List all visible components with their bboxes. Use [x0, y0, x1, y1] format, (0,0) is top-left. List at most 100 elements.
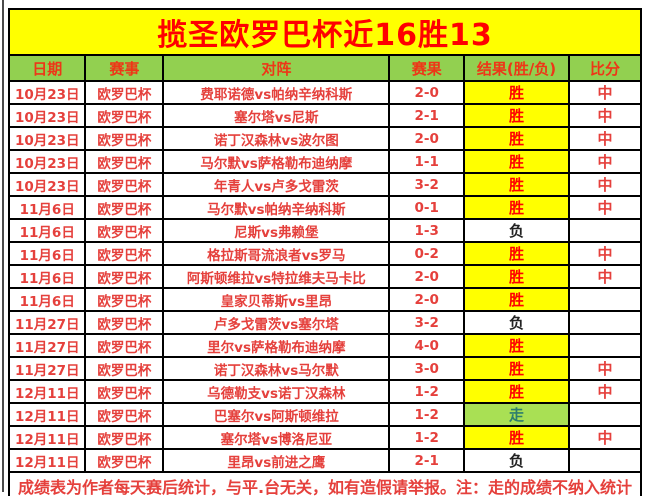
league-cell: 欧罗巴杯: [84, 80, 165, 105]
date-cell: 10月23日: [7, 172, 87, 197]
table-row: 11月6日 欧罗巴杯 马尔默vs帕纳辛纳科斯 0-1 胜 中: [7, 195, 643, 220]
match-cell: 年青人vs卢多戈雷茨: [162, 172, 391, 197]
match-cell: 马尔默vs萨格勒布迪纳摩: [162, 149, 391, 174]
column-header: 赛事: [84, 54, 165, 82]
date-cell: 11月6日: [7, 287, 87, 312]
result-cell: 胜: [463, 126, 570, 151]
date-cell: 11月6日: [7, 264, 87, 289]
table-body: 10月23日 欧罗巴杯 费耶诺德vs帕纳辛纳科斯 2-0 胜 中 10月23日 …: [7, 80, 643, 473]
result-cell: 负: [463, 448, 570, 473]
score-cell: 2-1: [388, 103, 466, 128]
column-header: 日期: [7, 54, 87, 82]
score-cell: 1-2: [388, 402, 466, 427]
league-cell: 欧罗巴杯: [84, 356, 165, 381]
table-row: 10月23日 欧罗巴杯 年青人vs卢多戈雷茨 3-2 胜 中: [7, 172, 643, 197]
league-cell: 欧罗巴杯: [84, 310, 165, 335]
score-cell: 4-0: [388, 333, 466, 358]
table-row: 11月27日 欧罗巴杯 卢多戈雷茨vs塞尔塔 3-2 负: [7, 310, 643, 335]
score-cell: 0-1: [388, 195, 466, 220]
verdict-cell: 中: [567, 80, 643, 105]
table-row: 11月6日 欧罗巴杯 皇家贝蒂斯vs里昂 2-0 胜: [7, 287, 643, 312]
match-cell: 阿斯顿维拉vs特拉维夫马卡比: [162, 264, 391, 289]
league-cell: 欧罗巴杯: [84, 333, 165, 358]
verdict-cell: 中: [567, 264, 643, 289]
match-cell: 里尔vs萨格勒布迪纳摩: [162, 333, 391, 358]
table-row: 11月27日 欧罗巴杯 里尔vs萨格勒布迪纳摩 4-0 胜: [7, 333, 643, 358]
table-row: 11月6日 欧罗巴杯 尼斯vs弗赖堡 1-3 负: [7, 218, 643, 243]
table-row: 12月11日 欧罗巴杯 塞尔塔vs博洛尼亚 1-2 胜 中: [7, 425, 643, 450]
league-cell: 欧罗巴杯: [84, 264, 165, 289]
match-cell: 乌德勒支vs诺丁汉森林: [162, 379, 391, 404]
column-header: 结果(胜/负): [463, 54, 570, 82]
league-cell: 欧罗巴杯: [84, 241, 165, 266]
footer-note: 成绩表为作者每天赛后统计，与平.台无关，如有造假请举报。注：走的成绩不纳入统计: [8, 471, 642, 496]
verdict-cell: 中: [567, 356, 643, 381]
date-cell: 11月27日: [7, 310, 87, 335]
score-cell: 3-2: [388, 172, 466, 197]
match-cell: 尼斯vs弗赖堡: [162, 218, 391, 243]
result-cell: 胜: [463, 264, 570, 289]
league-cell: 欧罗巴杯: [84, 172, 165, 197]
match-cell: 塞尔塔vs博洛尼亚: [162, 425, 391, 450]
date-cell: 11月27日: [7, 356, 87, 381]
result-cell: 胜: [463, 195, 570, 220]
title-row: 揽圣欧罗巴杯近16胜13: [8, 8, 642, 56]
date-cell: 12月11日: [7, 425, 87, 450]
footer-row: 成绩表为作者每天赛后统计，与平.台无关，如有造假请举报。注：走的成绩不纳入统计: [8, 471, 642, 496]
league-cell: 欧罗巴杯: [84, 103, 165, 128]
column-header: 赛果: [388, 54, 466, 82]
date-cell: 12月11日: [7, 402, 87, 427]
score-cell: 2-0: [388, 264, 466, 289]
match-cell: 费耶诺德vs帕纳辛纳科斯: [162, 80, 391, 105]
result-cell: 胜: [463, 333, 570, 358]
verdict-cell: [567, 310, 643, 335]
result-cell: 胜: [463, 172, 570, 197]
league-cell: 欧罗巴杯: [84, 379, 165, 404]
result-cell: 胜: [463, 287, 570, 312]
verdict-cell: 中: [567, 379, 643, 404]
date-cell: 12月11日: [7, 448, 87, 473]
table-row: 10月23日 欧罗巴杯 费耶诺德vs帕纳辛纳科斯 2-0 胜 中: [7, 80, 643, 105]
result-cell: 胜: [463, 379, 570, 404]
match-cell: 格拉斯哥流浪者vs罗马: [162, 241, 391, 266]
left-edge-line: [2, 0, 4, 492]
page-title: 揽圣欧罗巴杯近16胜13: [8, 8, 642, 56]
match-cell: 诺丁汉森林vs马尔默: [162, 356, 391, 381]
league-cell: 欧罗巴杯: [84, 126, 165, 151]
verdict-cell: [567, 218, 643, 243]
table-row: 11月27日 欧罗巴杯 诺丁汉森林vs马尔默 3-0 胜 中: [7, 356, 643, 381]
result-cell: 走: [463, 402, 570, 427]
league-cell: 欧罗巴杯: [84, 149, 165, 174]
score-cell: 2-0: [388, 126, 466, 151]
verdict-cell: [567, 333, 643, 358]
match-cell: 诺丁汉森林vs波尔图: [162, 126, 391, 151]
verdict-cell: [567, 402, 643, 427]
verdict-cell: 中: [567, 172, 643, 197]
table-row: 12月11日 欧罗巴杯 乌德勒支vs诺丁汉森林 1-2 胜 中: [7, 379, 643, 404]
table-row: 12月11日 欧罗巴杯 里昂vs前进之鹰 2-1 负: [7, 448, 643, 473]
match-cell: 皇家贝蒂斯vs里昂: [162, 287, 391, 312]
score-cell: 0-2: [388, 241, 466, 266]
score-cell: 3-2: [388, 310, 466, 335]
table-row: 10月23日 欧罗巴杯 塞尔塔vs尼斯 2-1 胜 中: [7, 103, 643, 128]
table-row: 10月23日 欧罗巴杯 诺丁汉森林vs波尔图 2-0 胜 中: [7, 126, 643, 151]
score-cell: 1-1: [388, 149, 466, 174]
table-row: 11月6日 欧罗巴杯 阿斯顿维拉vs特拉维夫马卡比 2-0 胜 中: [7, 264, 643, 289]
date-cell: 11月6日: [7, 241, 87, 266]
verdict-cell: 中: [567, 241, 643, 266]
verdict-cell: [567, 287, 643, 312]
table-row: 11月6日 欧罗巴杯 格拉斯哥流浪者vs罗马 0-2 胜 中: [7, 241, 643, 266]
header-row: 日期 赛事 对阵 赛果 结果(胜/负) 比分: [7, 54, 643, 82]
verdict-cell: 中: [567, 149, 643, 174]
date-cell: 11月6日: [7, 195, 87, 220]
score-cell: 1-2: [388, 379, 466, 404]
match-cell: 塞尔塔vs尼斯: [162, 103, 391, 128]
score-cell: 1-2: [388, 425, 466, 450]
score-cell: 1-3: [388, 218, 466, 243]
verdict-cell: 中: [567, 425, 643, 450]
league-cell: 欧罗巴杯: [84, 195, 165, 220]
verdict-cell: 中: [567, 126, 643, 151]
league-cell: 欧罗巴杯: [84, 425, 165, 450]
result-cell: 胜: [463, 149, 570, 174]
